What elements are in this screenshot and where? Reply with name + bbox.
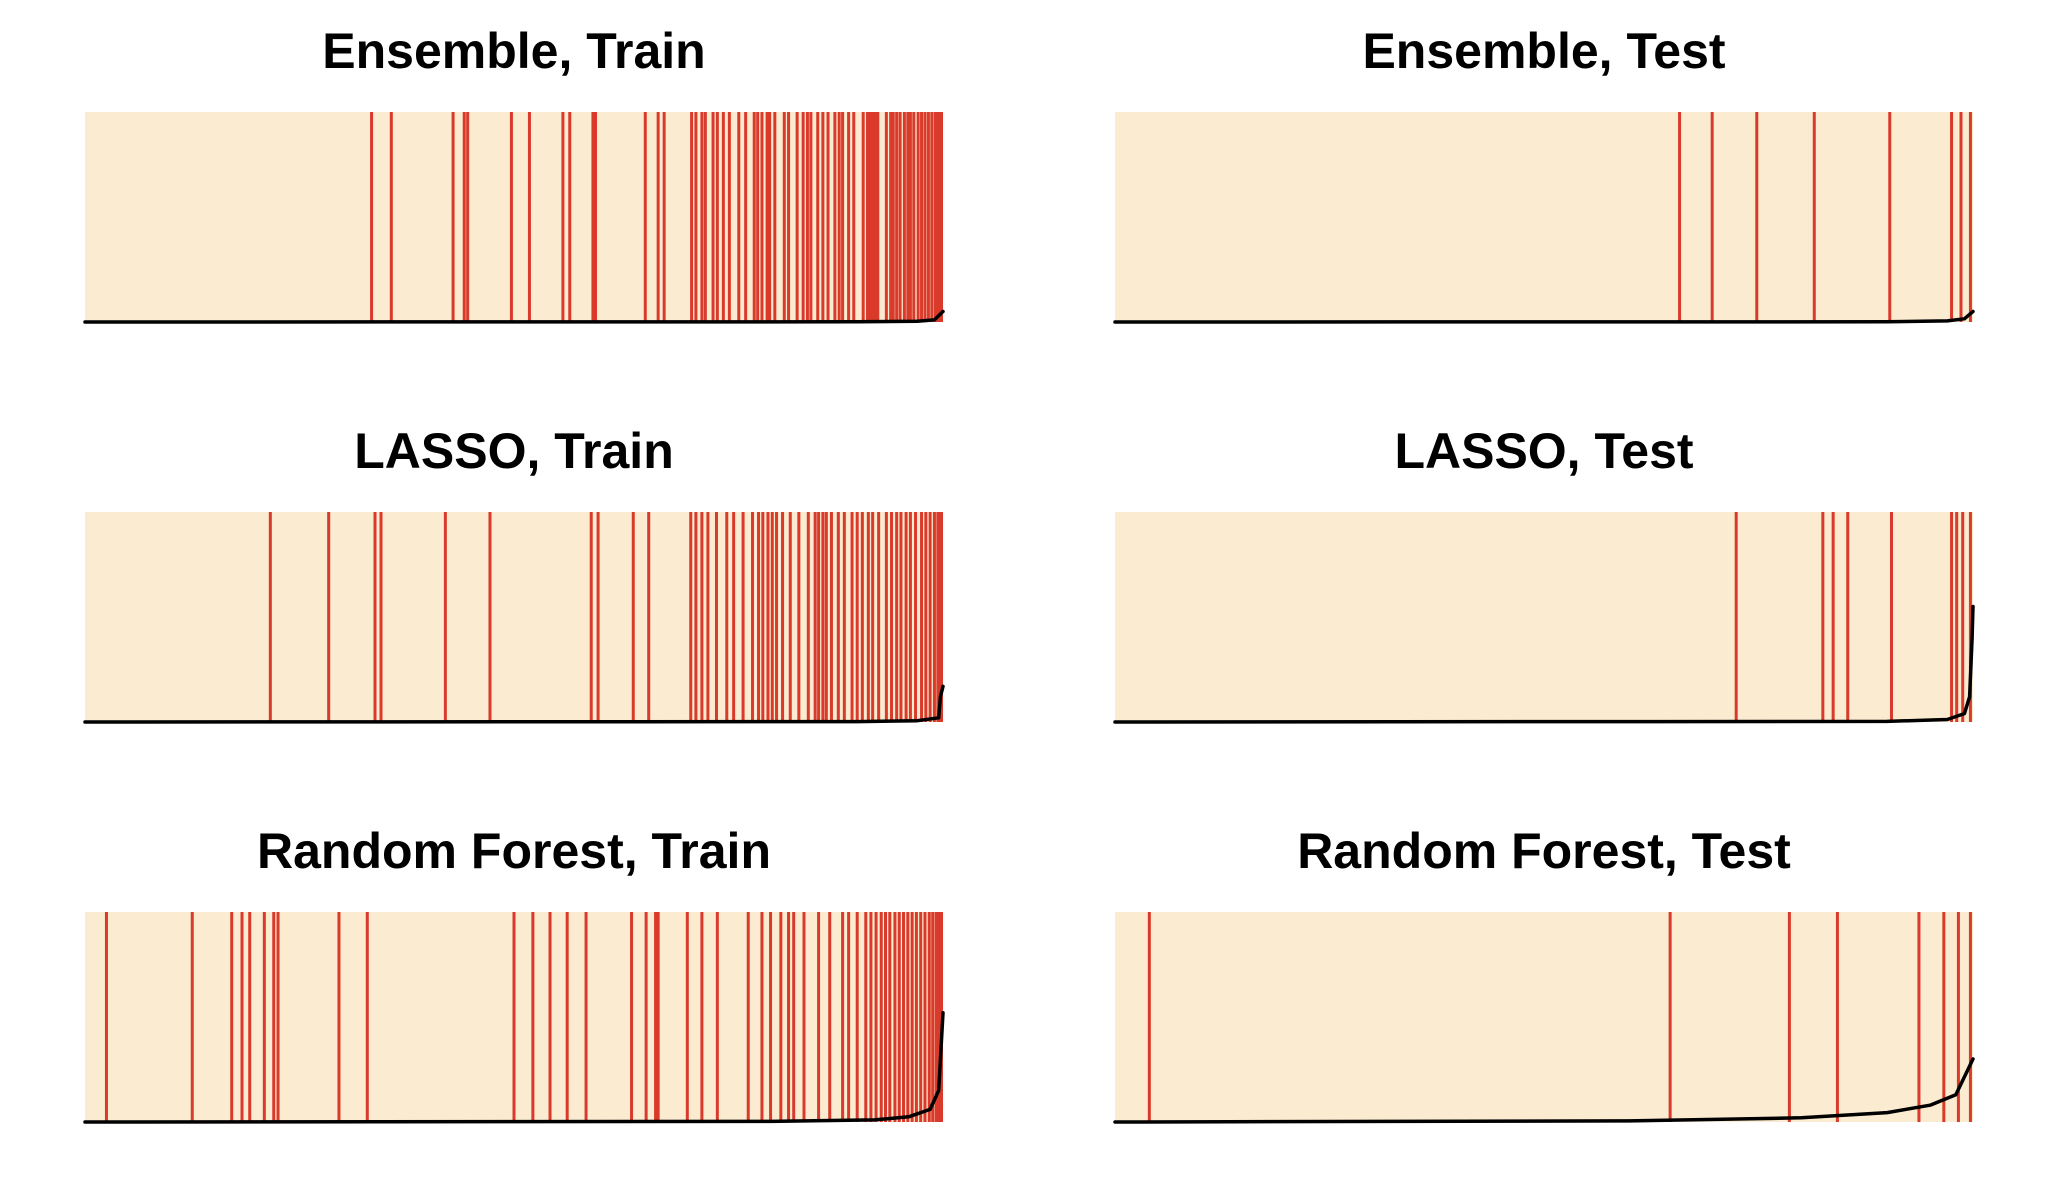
- plot-area: [83, 912, 945, 1124]
- panel-random-forest-test: Random Forest, Test: [1113, 800, 1975, 1200]
- plot-background: [1115, 512, 1973, 722]
- cumulative-curve: [83, 684, 945, 724]
- cumulative-curve: [1113, 309, 1975, 324]
- panel-ensemble-test: Ensemble, Test: [1113, 0, 1975, 400]
- panel-title: Random Forest, Train: [257, 823, 771, 879]
- panel-title: LASSO, Test: [1394, 423, 1694, 479]
- panel-title: Random Forest, Test: [1297, 823, 1791, 879]
- panel-title: Ensemble, Train: [322, 23, 706, 79]
- cumulative-curve: [83, 309, 945, 324]
- cumulative-curve: [1113, 1057, 1975, 1124]
- plot-area: [83, 512, 945, 724]
- cumulative-curve: [83, 1011, 945, 1124]
- panel-lasso-test: LASSO, Test: [1113, 400, 1975, 800]
- panel-ensemble-train: Ensemble, Train: [83, 0, 945, 400]
- panel-random-forest-train: Random Forest, Train: [83, 800, 945, 1200]
- plot-background: [1115, 912, 1973, 1122]
- panel-title: Ensemble, Test: [1362, 23, 1726, 79]
- plot-background: [85, 112, 943, 322]
- plot-background: [1115, 112, 1973, 322]
- plot-area: [83, 112, 945, 324]
- plot-area: [1113, 912, 1975, 1124]
- panel-lasso-train: LASSO, Train: [83, 400, 945, 800]
- panel-title: LASSO, Train: [354, 423, 674, 479]
- cumulative-curve: [1113, 604, 1975, 724]
- plot-area: [1113, 512, 1975, 724]
- plot-area: [1113, 112, 1975, 324]
